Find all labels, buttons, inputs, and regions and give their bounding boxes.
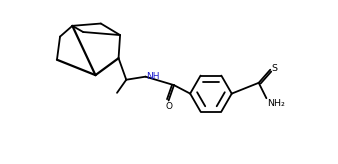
Text: NH: NH bbox=[146, 72, 160, 81]
Text: NH₂: NH₂ bbox=[267, 99, 285, 108]
Text: O: O bbox=[165, 102, 172, 111]
Text: S: S bbox=[271, 64, 277, 73]
